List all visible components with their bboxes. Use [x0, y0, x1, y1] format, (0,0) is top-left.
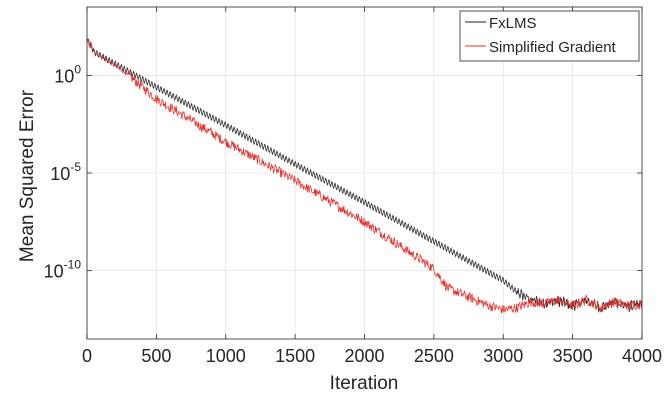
- y-tick-label: 100: [54, 62, 81, 86]
- legend-label-fxlms: FxLMS: [489, 15, 537, 32]
- x-tick-label: 2000: [344, 346, 384, 366]
- x-tick-label: 4000: [622, 346, 662, 366]
- x-tick-label: 3000: [483, 346, 523, 366]
- x-tick-label: 500: [141, 346, 171, 366]
- legend: FxLMS Simplified Gradient: [459, 10, 640, 62]
- series-line-simplified-gradient: [86, 37, 643, 314]
- plot-area: [86, 37, 643, 314]
- axes: 0 500 1000 1500 2000 2500 3000 3500 4000 100 10-5 1…: [44, 6, 662, 366]
- x-tick-label: 2500: [414, 346, 454, 366]
- x-tick-label: 1500: [275, 346, 315, 366]
- legend-box: [459, 10, 640, 62]
- y-axis-label: Mean Squared Error: [17, 89, 38, 262]
- x-tick-label: 3500: [553, 346, 593, 366]
- x-tick-label: 1000: [206, 346, 246, 366]
- x-tick-label: 0: [82, 346, 92, 366]
- y-tick-label: 10-5: [50, 160, 81, 184]
- series-line-fxlms: [86, 38, 643, 313]
- legend-label-simplified-gradient: Simplified Gradient: [489, 39, 617, 56]
- x-axis-label: Iteration: [330, 373, 399, 394]
- y-tick-label: 10-10: [44, 258, 82, 282]
